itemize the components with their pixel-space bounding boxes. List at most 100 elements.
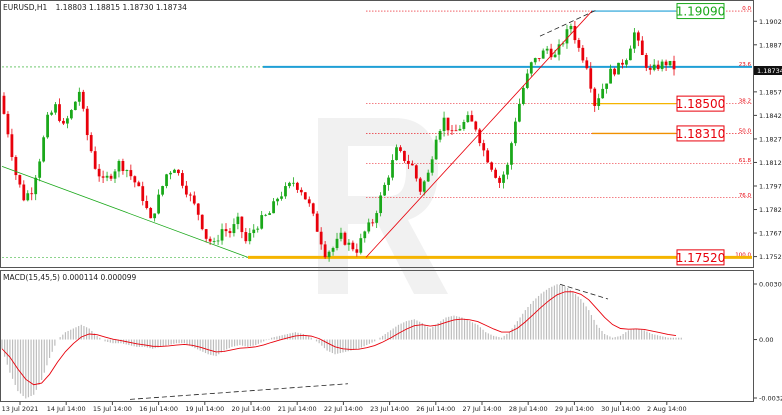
candle-body [133,176,137,183]
level-label-box [676,3,725,20]
candle-body [113,171,117,179]
candle-body [268,213,272,215]
y-tick-label: 1.17825 [759,206,782,214]
candle-body [129,170,133,177]
candle-body [89,135,93,152]
candle-body [549,48,553,58]
x-tick-label: 14 Jul 14:00 [47,405,86,413]
candle-body [537,58,541,59]
candle-body [533,58,537,63]
candle-body [18,175,22,185]
candle-body [525,73,529,88]
candle-body [450,130,454,132]
candle-body [232,224,236,234]
y-tick-label: 1.18275 [759,135,782,143]
candle-body [38,161,42,178]
level-label: 1.19090 [676,5,726,19]
level-label: 1.18500 [676,97,726,111]
candle-body [244,232,248,242]
candle-body [474,121,478,130]
candle-body [54,104,57,113]
candle-body [125,170,129,172]
candle-body [343,232,347,245]
candle-body [660,61,664,70]
candle-body [573,25,577,41]
fib-level-ratio: 100.0 [735,252,751,258]
candle-body [331,248,335,252]
y-tick-label: 1.18875 [759,41,782,49]
candle-body [319,231,323,245]
macd-y-tick-label: -0.003283 [759,395,782,403]
candle-body [514,121,517,144]
candle-body [315,213,319,232]
candle-body [434,139,438,160]
candle-body [339,232,343,239]
candle-body [240,216,244,233]
candle-body [395,147,398,161]
candle-body [73,101,77,111]
macd-pane-frame [0,270,754,402]
candle-body [284,186,287,197]
candle-body [236,216,240,225]
fib-level-ratio: 61.8 [739,158,752,164]
candle-body [252,229,256,234]
candle-body [276,198,279,202]
candle-body [14,157,18,176]
candle-body [69,110,73,119]
candle-body [58,104,61,121]
candle-body [224,229,228,232]
candle-body [430,159,434,173]
candle-body [141,186,145,202]
candle-body [256,228,260,230]
candle-body [521,87,525,104]
candle-body [351,242,355,250]
level-label: 1.18310 [676,127,726,141]
candle-body [208,238,212,242]
candle-body [387,177,390,185]
candle-body [529,62,533,74]
candle-body [406,160,410,164]
candle-body [462,122,466,129]
candle-body [165,174,168,187]
candle-body [323,244,327,258]
down-trendline [1,166,249,258]
candle-body [589,68,593,89]
candle-body [486,150,490,163]
candle-body [498,177,501,183]
candle-body [442,117,446,132]
candle-body [327,251,331,258]
candle-body [359,238,363,253]
candle-body [379,195,383,214]
candle-body [629,48,632,61]
y-tick-label: 1.17675 [759,230,782,238]
candle-body [169,172,172,175]
fib-trendline [365,10,593,258]
candle-body [668,60,672,66]
fib-level-ratio: 23.6 [739,62,752,68]
candle-body [391,160,394,178]
candle-body [609,68,612,84]
candle-body [418,178,422,192]
candle-body [375,213,379,223]
macd-title: MACD(15,45,5) 0.000114 0.000099 [3,273,137,282]
candle-body [272,201,275,214]
candle-body [295,182,299,190]
candle-body [617,62,620,75]
candle-body [97,168,101,177]
candle-body [248,233,252,242]
candle-body [565,29,569,44]
candle-body [601,88,605,99]
candle-body [518,103,521,122]
candle-body [621,62,624,65]
candle-body [2,95,6,114]
candle-body [644,54,648,68]
x-tick-label: 30 Jul 14:00 [601,405,640,413]
candle-body [204,229,208,239]
x-tick-label: 21 Jul 14:00 [278,405,317,413]
y-tick-label: 1.17525 [759,253,782,261]
x-tick-label: 19 Jul 14:00 [185,405,224,413]
candle-body [367,222,371,232]
candle-body [280,196,283,199]
macd-y-tick-label: 0.00 [759,336,773,344]
